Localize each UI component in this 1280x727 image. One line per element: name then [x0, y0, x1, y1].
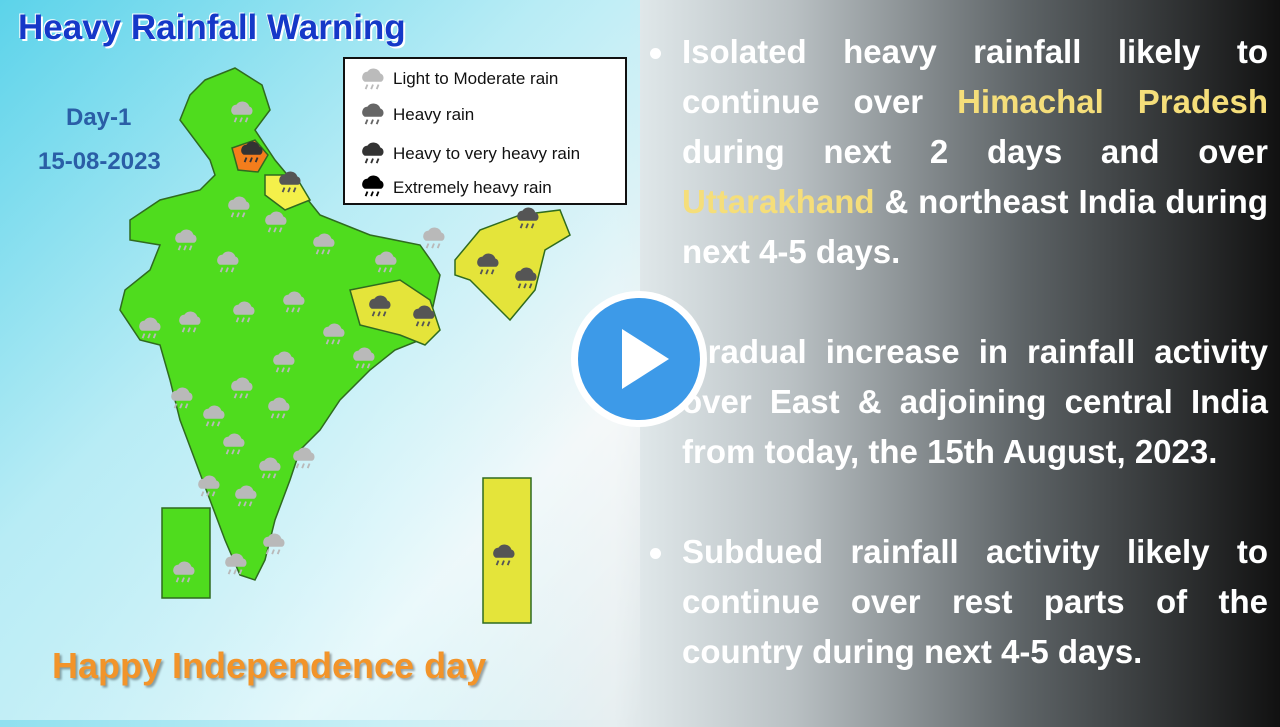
legend: Light to Moderate rain Heavy rain Heavy … [343, 57, 627, 205]
bullet-text: Gradual increase in rainfall activity ov… [682, 333, 1268, 470]
legend-icon [361, 67, 385, 91]
bullet-text: & northeast India during next 4-5 days. [682, 183, 1268, 270]
legend-icon [361, 102, 385, 126]
bullet: Gradual increase in rainfall activity ov… [650, 327, 1268, 477]
rain-icon [422, 226, 446, 250]
india-mainland [119, 67, 441, 581]
legend-label: Light to Moderate rain [393, 69, 559, 88]
legend-icon [361, 174, 385, 198]
legend-label: Heavy to very heavy rain [393, 144, 581, 163]
bullet-text: Subdued rainfall activity likely to cont… [682, 533, 1268, 670]
play-button[interactable] [567, 287, 711, 431]
date-label: 15-08-2023 [38, 148, 161, 175]
east-region [349, 279, 441, 346]
highlighted-text: Himachal Pradesh [957, 83, 1268, 120]
bullet: Subdued rainfall activity likely to cont… [650, 527, 1268, 677]
bullet-text: during next 2 days and over [682, 133, 1268, 170]
bullet-list: Isolated heavy rainfall likely to contin… [650, 27, 1268, 727]
bullet: Isolated heavy rainfall likely to contin… [650, 27, 1268, 277]
lakshadweep-box [161, 507, 211, 599]
legend-label: Extremely heavy rain [393, 178, 552, 197]
northeast-region [454, 209, 571, 322]
title: Heavy Rainfall Warning [18, 8, 406, 47]
footer-text: Happy Independence day [52, 645, 487, 686]
bullet-text: Isolated heavy rainfall likely to contin… [682, 33, 1268, 120]
legend-icon [361, 141, 385, 165]
day-label: Day-1 [66, 104, 132, 131]
legend-label: Heavy rain [393, 105, 475, 124]
rainfall-map [119, 67, 571, 624]
highlighted-text: Uttarakhand [682, 183, 875, 220]
